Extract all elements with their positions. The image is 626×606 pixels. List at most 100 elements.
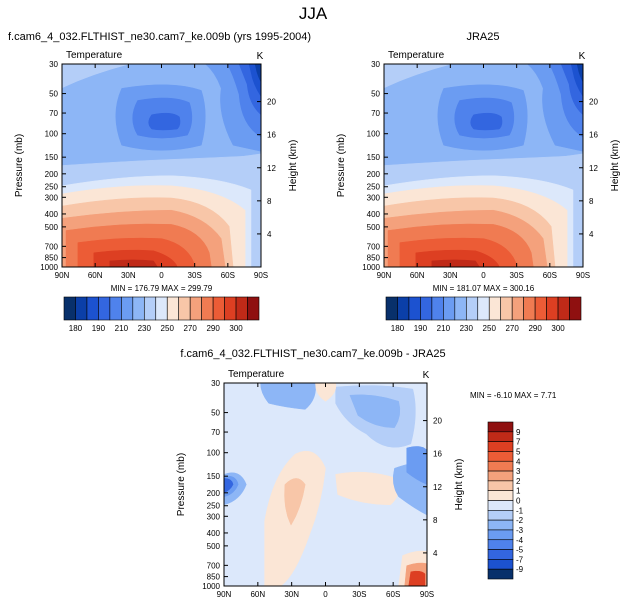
colorbar-box bbox=[109, 296, 122, 321]
x-tick-label: 60N bbox=[250, 590, 265, 599]
colorbar-box bbox=[487, 529, 514, 541]
colorbar-box bbox=[247, 296, 260, 321]
colorbar-box bbox=[557, 296, 570, 321]
colorbar-box bbox=[487, 549, 514, 560]
x-tick-label: 90S bbox=[576, 271, 590, 280]
colorbar-label: -2 bbox=[516, 516, 524, 525]
colorbar-label: 230 bbox=[138, 324, 152, 333]
right-axis-label: Height (km) bbox=[610, 140, 621, 192]
colorbar-box bbox=[201, 296, 214, 321]
y-tick-label: 850 bbox=[207, 573, 221, 582]
colorbar-box bbox=[86, 296, 99, 321]
colorbar-box bbox=[465, 296, 479, 321]
colorbar-box bbox=[477, 296, 490, 321]
colorbar-label: 270 bbox=[183, 324, 197, 333]
colorbar-box bbox=[487, 510, 514, 521]
y-tick-label: 500 bbox=[367, 223, 381, 232]
x-tick-label: 90N bbox=[217, 590, 232, 599]
colorbar-label: -1 bbox=[516, 506, 524, 515]
contour-band-13 bbox=[406, 446, 427, 485]
colorbar-label: 210 bbox=[115, 324, 129, 333]
y-tick-label: 300 bbox=[207, 512, 221, 521]
colorbar-label: 190 bbox=[92, 324, 106, 333]
y-tick-label: 250 bbox=[367, 183, 381, 192]
colorbar-box bbox=[487, 451, 514, 462]
y-axis-label: Pressure (mb) bbox=[176, 453, 187, 516]
colorbar-box bbox=[487, 460, 514, 472]
colorbar-box bbox=[523, 296, 536, 321]
colorbar-box bbox=[487, 490, 514, 501]
y-tick-label: 1000 bbox=[362, 263, 380, 272]
x-tick-label: 90N bbox=[55, 271, 70, 280]
colorbar-box bbox=[500, 296, 513, 321]
y-tick-label: 50 bbox=[371, 90, 380, 99]
y-tick-label: 70 bbox=[49, 109, 58, 118]
y-tick-label: 50 bbox=[211, 409, 220, 418]
colorbar: 180 190 210 230 250 270 290 300 bbox=[385, 296, 582, 333]
colorbar-box bbox=[178, 296, 191, 321]
colorbar-box bbox=[189, 296, 202, 321]
y-tick-label: 300 bbox=[367, 193, 381, 202]
colorbar-label: 290 bbox=[528, 324, 542, 333]
y-tick-label: 400 bbox=[45, 210, 59, 219]
y-tick-label: 30 bbox=[49, 60, 58, 69]
contour-band-11 bbox=[224, 478, 234, 493]
panel-title: f.cam6_4_032.FLTHIST_ne30.cam7_ke.009b -… bbox=[180, 348, 445, 360]
colorbar-box bbox=[487, 539, 514, 550]
colorbar-box bbox=[155, 296, 168, 321]
colorbar-label: 4 bbox=[516, 457, 521, 466]
colorbar-box bbox=[511, 296, 524, 321]
contour-band-1 bbox=[260, 383, 316, 410]
panel-1: 90N 60N 30N 0 30S 60S 90S305070100150200250300… bbox=[8, 31, 311, 333]
x-tick-label: 60N bbox=[410, 271, 425, 280]
height-tick-label: 8 bbox=[433, 516, 438, 525]
panel-3: 90N 60N 30N 0 30S 60S 90S305070100150200250300… bbox=[176, 348, 557, 599]
height-tick-label: 4 bbox=[267, 230, 272, 239]
y-tick-label: 70 bbox=[371, 109, 380, 118]
colorbar-box bbox=[534, 296, 547, 321]
y-axis-label: Pressure (mb) bbox=[336, 134, 347, 197]
units-label: K bbox=[257, 51, 264, 62]
colorbar-box bbox=[420, 296, 433, 321]
colorbar-box bbox=[487, 519, 514, 531]
y-tick-label: 150 bbox=[207, 472, 221, 481]
y-tick-label: 300 bbox=[45, 193, 59, 202]
height-tick-label: 8 bbox=[589, 197, 594, 206]
colorbar-box bbox=[75, 296, 88, 321]
variable-label: Temperature bbox=[388, 50, 445, 61]
colorbar-label: 230 bbox=[460, 324, 474, 333]
y-tick-label: 850 bbox=[45, 254, 59, 263]
y-tick-label: 1000 bbox=[40, 263, 58, 272]
y-tick-label: 100 bbox=[45, 130, 59, 139]
contour-band-8 bbox=[224, 487, 265, 556]
stats-label: MIN = 176.79 MAX = 299.79 bbox=[111, 284, 213, 293]
x-tick-label: 30N bbox=[443, 271, 458, 280]
x-tick-label: 0 bbox=[481, 271, 486, 280]
y-tick-label: 100 bbox=[207, 449, 221, 458]
height-tick-label: 16 bbox=[267, 131, 276, 140]
contour-band-18 bbox=[109, 259, 158, 267]
colorbar-label: 290 bbox=[206, 324, 220, 333]
units-label: K bbox=[579, 51, 586, 62]
x-tick-label: 30S bbox=[352, 590, 366, 599]
colorbar-label: 180 bbox=[69, 324, 83, 333]
y-tick-label: 200 bbox=[45, 170, 59, 179]
y-tick-label: 150 bbox=[367, 153, 381, 162]
colorbar-label: 250 bbox=[161, 324, 175, 333]
height-tick-label: 8 bbox=[267, 197, 272, 206]
x-tick-label: 60S bbox=[543, 271, 557, 280]
colorbar-box bbox=[487, 500, 514, 511]
colorbar-box bbox=[132, 296, 145, 321]
colorbar-box bbox=[121, 296, 134, 321]
colorbar-box bbox=[487, 421, 514, 433]
stats-label: MIN = 181.07 MAX = 300.16 bbox=[433, 284, 535, 293]
contour-fills bbox=[384, 64, 583, 267]
colorbar-label: -9 bbox=[516, 565, 524, 574]
colorbar-box bbox=[63, 296, 76, 321]
variable-label: Temperature bbox=[66, 50, 123, 61]
y-tick-label: 700 bbox=[45, 242, 59, 251]
height-tick-label: 16 bbox=[433, 450, 442, 459]
y-tick-label: 1000 bbox=[202, 582, 220, 591]
